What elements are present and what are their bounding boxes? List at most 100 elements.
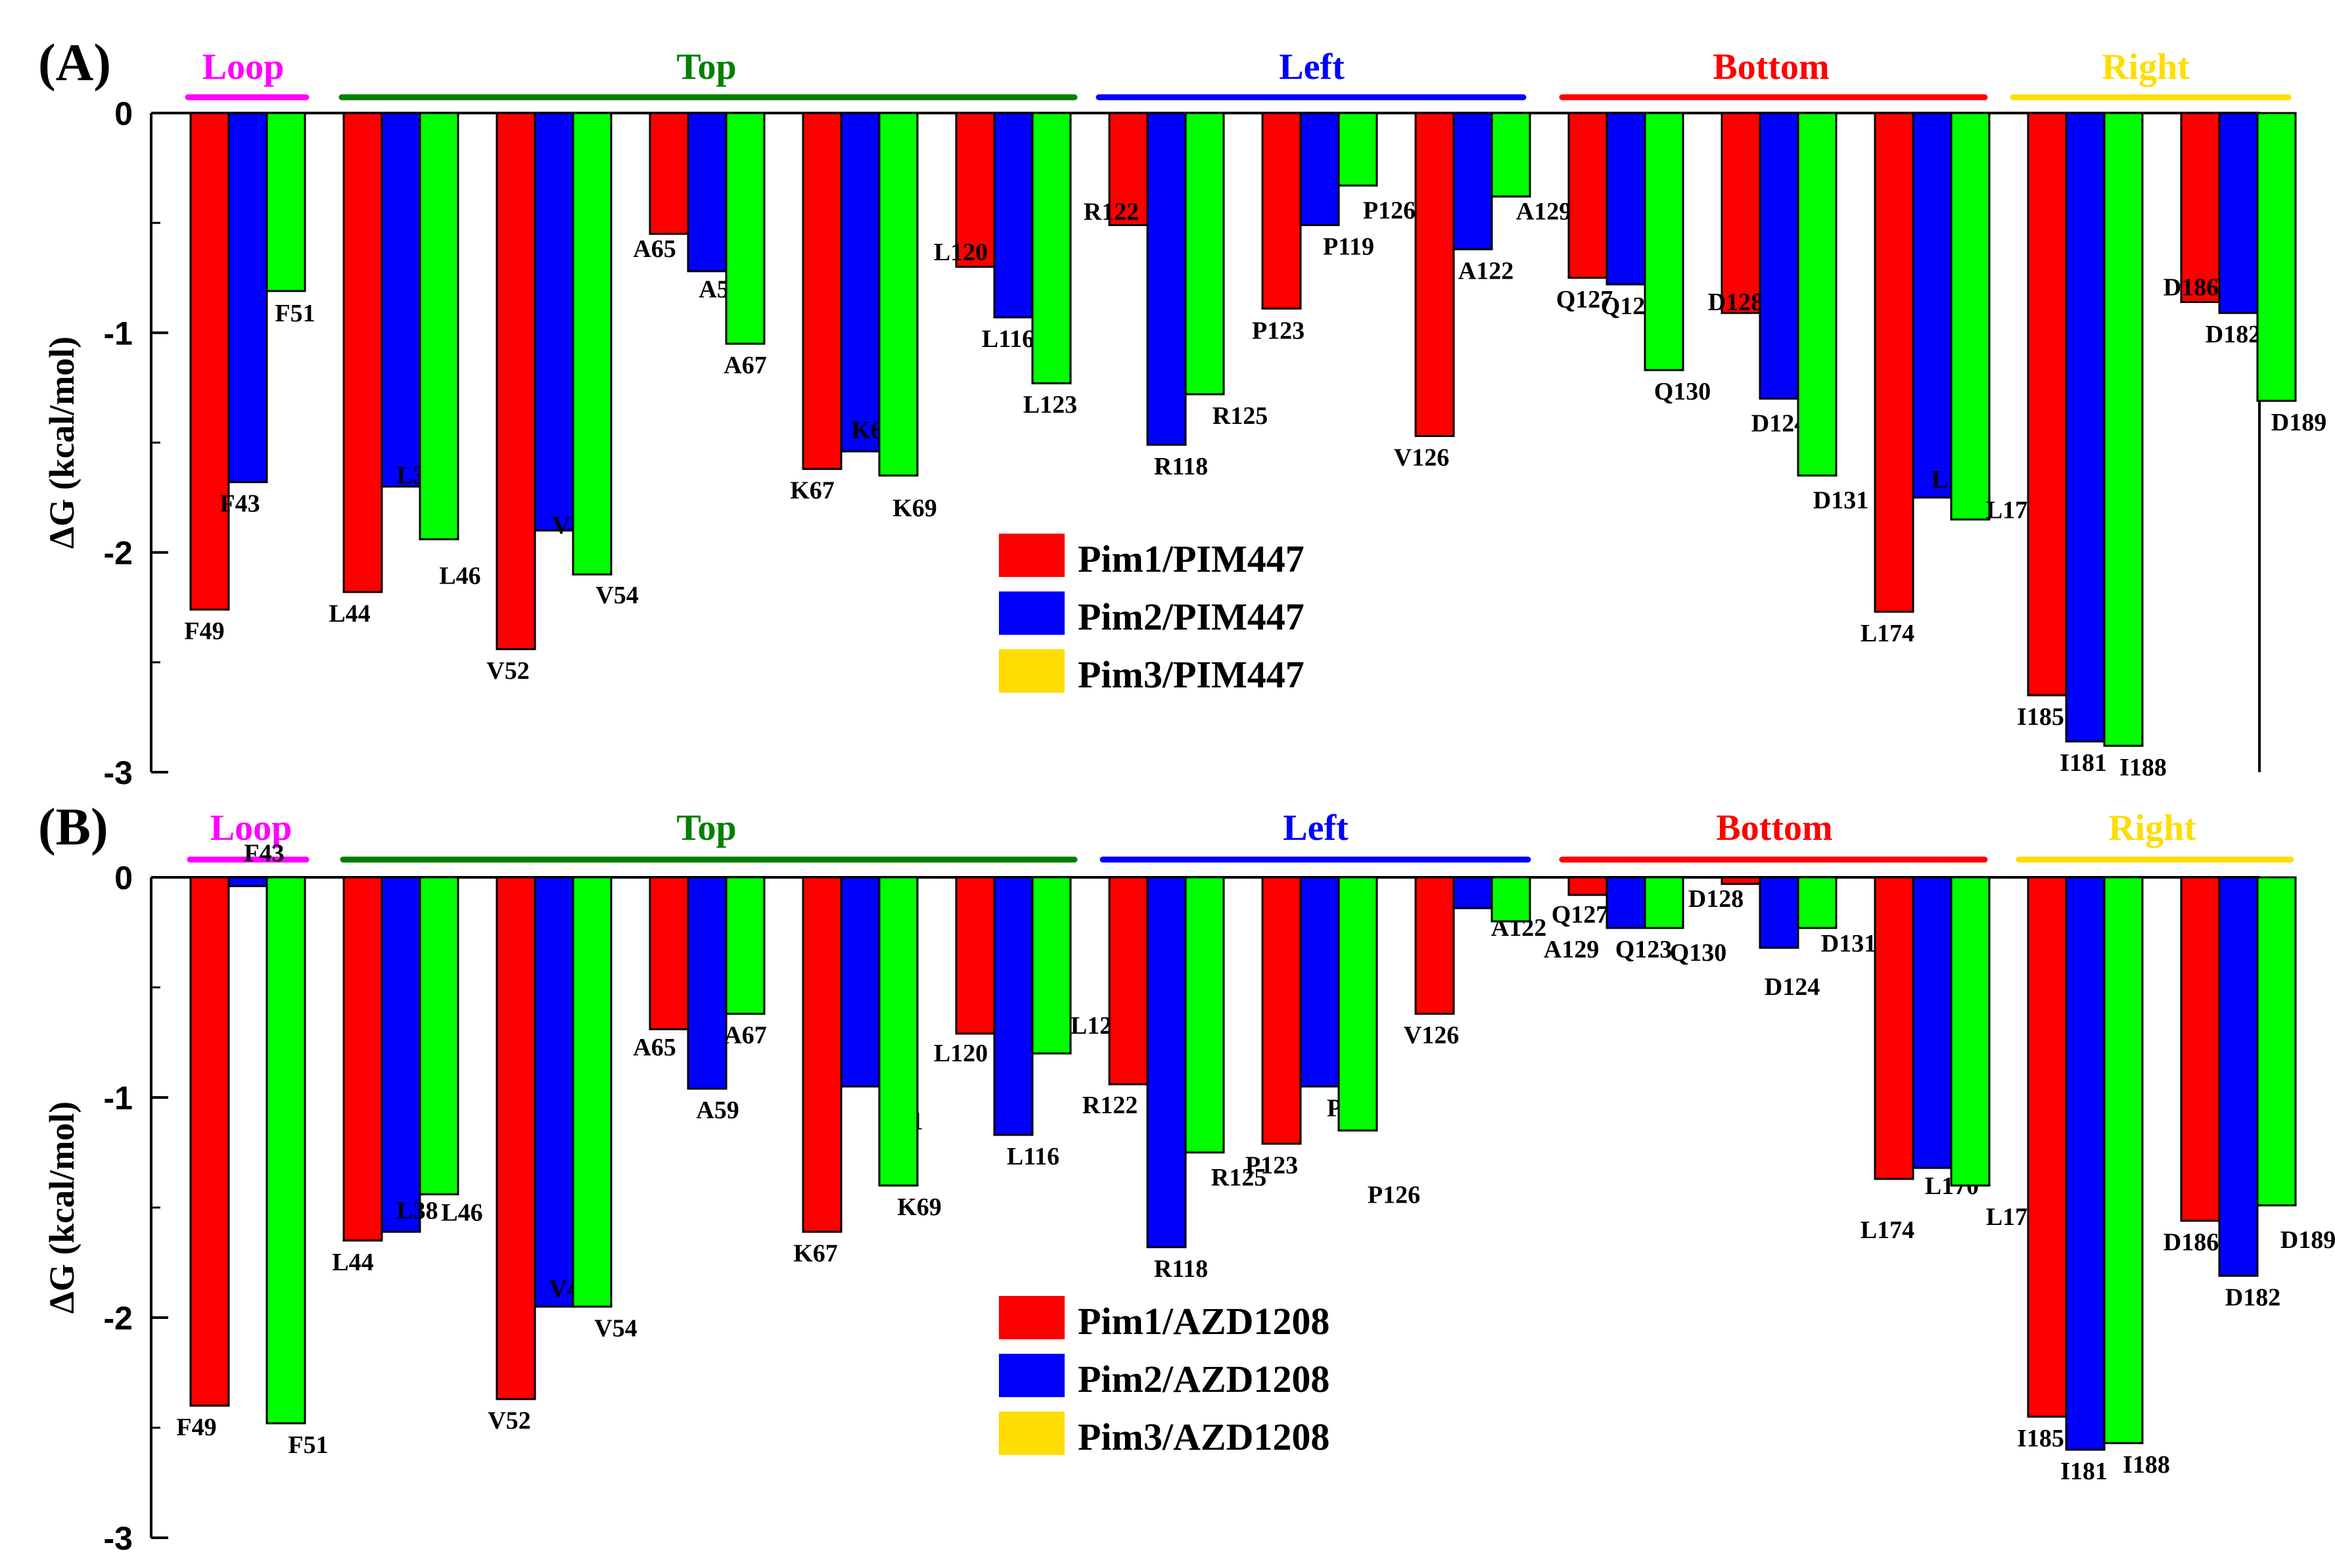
residue-label: P126 [1363,196,1416,224]
bar-p126-pim3 [1337,112,1378,187]
bar-d124-pim2 [1759,876,1799,949]
bar-a65-pim1 [649,876,689,1030]
bar-v52-pim1 [496,112,536,651]
bar-f43-pim2 [227,876,268,887]
residue-label: Q123 [1615,936,1673,963]
residue-label: V54 [594,1314,637,1342]
residue-label: R118 [1154,1255,1208,1283]
residue-label: K69 [897,1193,942,1221]
region-label-right: Right [2108,808,2196,848]
bar-l174-pim1 [1874,112,1914,613]
residue-label: V52 [488,1407,530,1435]
bar-d186-pim1 [2180,876,2221,1222]
bar-l170-pim2 [1912,876,1953,1169]
bar-f43-pim2 [227,112,268,484]
bar-l116-pim2 [993,112,1034,319]
bar-k69-pim3 [878,112,919,477]
region-label-bottom: Bottom [1716,808,1832,848]
residue-label: F51 [288,1431,328,1459]
y-tick-label: 0 [114,860,133,896]
residue-label: V126 [1394,444,1449,471]
residue-label: F43 [220,490,260,518]
bar-f51-pim3 [266,876,306,1425]
residue-label: L44 [329,600,370,628]
bar-r118-pim2 [1146,876,1187,1249]
bar-i181-pim2 [2065,876,2106,1451]
bar-q123-pim2 [1606,876,1646,929]
residue-label: I185 [2017,703,2064,731]
bar-k69-pim3 [878,876,919,1187]
residue-label: A67 [724,352,766,379]
bar-p126-pim3 [1337,876,1378,1132]
residue-label: L120 [934,1040,988,1067]
bar-i185-pim1 [2027,876,2068,1418]
residue-label: P119 [1323,233,1374,261]
residue-label: Q127 [1552,901,1609,929]
bar-f49-pim1 [189,876,230,1407]
residue-label: R122 [1082,1092,1138,1119]
bar-r125-pim3 [1184,112,1225,396]
residue-label: R122 [1084,198,1139,226]
bar-p123-pim1 [1261,112,1302,310]
bar-v54-pim3 [572,876,613,1308]
bar-d189-pim3 [2256,112,2297,402]
legend-swatch-pim1 [999,1296,1065,1339]
residue-label: L120 [934,239,988,266]
bar-a67-pim3 [725,112,766,345]
residue-label: L46 [441,1199,482,1226]
bar-l38-pim2 [381,112,421,488]
residue-label: K69 [892,495,937,522]
residue-label: Q130 [1654,378,1711,405]
y-axis-title: ΔG (kcal/mol) [42,336,81,549]
y-axis-title: ΔG (kcal/mol) [42,1101,81,1314]
residue-label: I181 [2060,749,2107,777]
residue-label: L116 [982,325,1034,353]
residue-label: D182 [2206,321,2261,348]
bar-l123-pim3 [1031,876,1072,1055]
residue-label: A67 [724,1022,766,1049]
y-tick-label: -1 [104,315,133,352]
bar-d182-pim2 [2218,112,2259,314]
bar-d124-pim2 [1759,112,1799,400]
residue-label: I188 [2119,754,2167,781]
bar-a67-pim3 [725,876,766,1015]
legend-label-pim1: Pim1/AZD1208 [1078,1300,1329,1343]
bar-f51-pim3 [266,112,306,292]
residue-label: L174 [1861,620,1914,647]
bar-l123-pim3 [1031,112,1072,384]
bar-v126-pim1 [1414,876,1455,1015]
bar-i188-pim3 [2103,876,2144,1444]
bar-k61-pim2 [840,112,881,453]
legend-swatch-pim3 [999,649,1065,693]
legend-swatch-pim2 [999,1354,1065,1397]
bar-v46-pim2 [534,112,574,532]
residue-label: L38 [396,1197,438,1224]
residue-label: R118 [1154,453,1208,480]
bar-i188-pim3 [2103,112,2144,747]
region-label-loop: Loop [210,808,292,848]
bar-q123-pim2 [1606,112,1646,286]
residue-label: L174 [1861,1216,1914,1244]
bar-f49-pim1 [189,112,230,611]
residue-label: A129 [1516,198,1571,225]
residue-label: D189 [2280,1226,2335,1254]
bar-p123-pim1 [1261,876,1302,1145]
bar-a129-pim3 [1491,876,1531,923]
bar-v46-pim2 [534,876,574,1308]
residue-label: A129 [1544,936,1599,963]
bar-l44-pim1 [342,112,383,593]
residue-label: K67 [790,477,835,505]
bar-r125-pim3 [1184,876,1225,1154]
residue-label: D128 [1688,885,1744,913]
region-label-top: Top [676,47,736,87]
panel-label: (A) [38,34,111,92]
bar-a65-pim1 [649,112,689,235]
y-tick-label: -2 [104,1300,133,1337]
bar-d186-pim1 [2180,112,2221,304]
bar-a59-pim2 [687,876,728,1090]
bar-a129-pim3 [1491,112,1531,198]
y-tick-label: -1 [104,1080,133,1117]
residue-label: A122 [1458,257,1514,285]
bar-l174-pim1 [1874,876,1914,1180]
